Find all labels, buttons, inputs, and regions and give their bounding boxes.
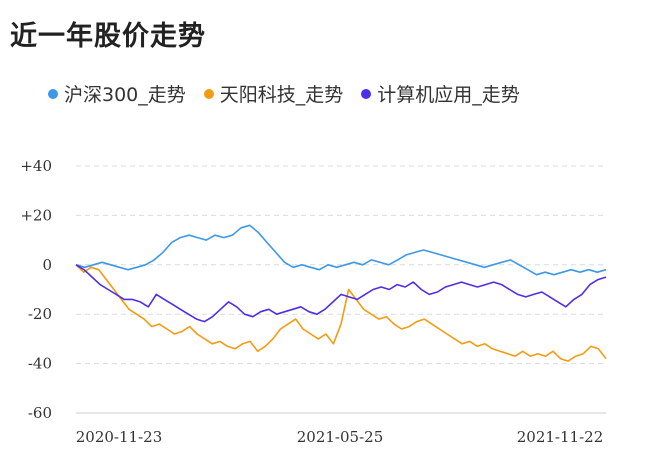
series-line-2	[75, 264, 607, 323]
series-lines	[75, 224, 607, 362]
series-line-1	[75, 264, 607, 362]
legend-dot-hs300	[48, 88, 58, 99]
y-tick-label: -40	[28, 355, 52, 373]
legend-label-hs300: 沪深300_走势	[64, 84, 186, 106]
chart-legend: 沪深300_走势 天阳科技_走势 计算机应用_走势	[48, 80, 538, 107]
y-tick-label: +40	[20, 157, 52, 175]
y-tick-label: +20	[20, 206, 52, 224]
x-axis-ticks: 2020-11-23 2021-05-25 2021-11-22	[76, 428, 603, 446]
x-tick-label: 2021-11-22	[517, 428, 603, 446]
x-tick-label: 2020-11-23	[76, 428, 162, 446]
y-tick-label: -20	[28, 305, 52, 323]
y-axis-ticks: +40 +20 0 -20 -40 -60	[20, 157, 52, 422]
chart-title: 近一年股价走势	[10, 21, 206, 52]
legend-label-computer-app: 计算机应用_走势	[377, 84, 520, 106]
x-tick-label: 2021-05-25	[297, 428, 383, 446]
grid-lines	[76, 165, 606, 414]
legend-dot-tianyang	[203, 88, 214, 99]
y-tick-label: 0	[42, 256, 52, 274]
series-line-0	[75, 224, 607, 276]
legend-item-hs300[interactable]: 沪深300_走势	[48, 80, 186, 107]
legend-item-computer-app[interactable]: 计算机应用_走势	[361, 80, 520, 107]
y-tick-label: -60	[28, 404, 52, 422]
legend-dot-computer-app	[361, 88, 372, 99]
legend-item-tianyang[interactable]: 天阳科技_走势	[203, 80, 344, 107]
legend-label-tianyang: 天阳科技_走势	[219, 84, 344, 106]
